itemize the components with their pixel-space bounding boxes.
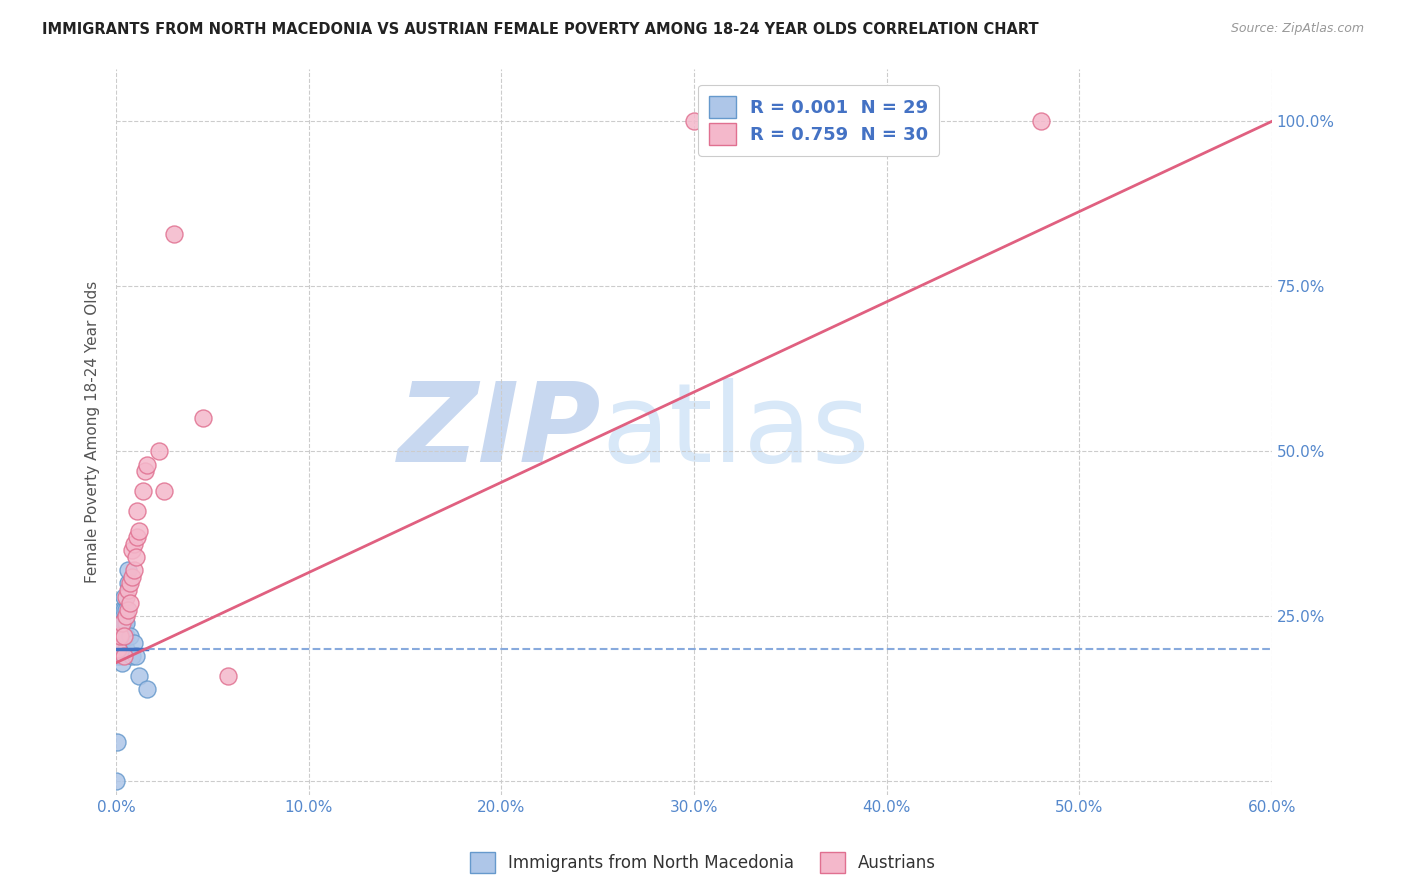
Point — [127, 504, 149, 518]
Point — [112, 615, 135, 630]
Point — [115, 590, 138, 604]
Point — [111, 615, 134, 630]
Point — [1029, 114, 1052, 128]
Point — [115, 642, 138, 657]
Point — [117, 563, 139, 577]
Point — [117, 603, 139, 617]
Point — [108, 623, 131, 637]
Point — [107, 648, 129, 663]
Point — [111, 642, 134, 657]
Point — [117, 576, 139, 591]
Point — [683, 114, 706, 128]
Point — [148, 444, 170, 458]
Y-axis label: Female Poverty Among 18-24 Year Olds: Female Poverty Among 18-24 Year Olds — [86, 280, 100, 582]
Point — [107, 623, 129, 637]
Point — [217, 669, 239, 683]
Point — [105, 735, 128, 749]
Point — [163, 227, 186, 241]
Point — [121, 543, 143, 558]
Point — [128, 669, 150, 683]
Point — [134, 464, 156, 478]
Point — [115, 609, 138, 624]
Point — [108, 629, 131, 643]
Point — [112, 629, 135, 643]
Point — [107, 636, 129, 650]
Point — [128, 524, 150, 538]
Point — [136, 682, 159, 697]
Point — [105, 774, 128, 789]
Point — [122, 537, 145, 551]
Point — [121, 570, 143, 584]
Legend: Immigrants from North Macedonia, Austrians: Immigrants from North Macedonia, Austria… — [464, 846, 942, 880]
Point — [122, 563, 145, 577]
Point — [122, 636, 145, 650]
Text: ZIP: ZIP — [398, 378, 602, 485]
Point — [112, 590, 135, 604]
Point — [118, 596, 141, 610]
Point — [111, 615, 134, 630]
Point — [108, 648, 131, 663]
Point — [111, 629, 134, 643]
Point — [112, 629, 135, 643]
Point — [124, 648, 146, 663]
Point — [191, 411, 214, 425]
Point — [132, 483, 155, 498]
Point — [111, 656, 134, 670]
Point — [112, 603, 135, 617]
Point — [121, 648, 143, 663]
Text: IMMIGRANTS FROM NORTH MACEDONIA VS AUSTRIAN FEMALE POVERTY AMONG 18-24 YEAR OLDS: IMMIGRANTS FROM NORTH MACEDONIA VS AUSTR… — [42, 22, 1039, 37]
Text: Source: ZipAtlas.com: Source: ZipAtlas.com — [1230, 22, 1364, 36]
Point — [124, 549, 146, 564]
Point — [115, 615, 138, 630]
Point — [914, 114, 936, 128]
Point — [127, 530, 149, 544]
Point — [111, 603, 134, 617]
Point — [115, 629, 138, 643]
Legend: R = 0.001  N = 29, R = 0.759  N = 30: R = 0.001 N = 29, R = 0.759 N = 30 — [697, 85, 939, 156]
Point — [107, 642, 129, 657]
Point — [117, 582, 139, 597]
Point — [136, 458, 159, 472]
Point — [118, 629, 141, 643]
Text: atlas: atlas — [602, 378, 870, 485]
Point — [115, 603, 138, 617]
Point — [118, 576, 141, 591]
Point — [112, 648, 135, 663]
Point — [153, 483, 176, 498]
Point — [108, 636, 131, 650]
